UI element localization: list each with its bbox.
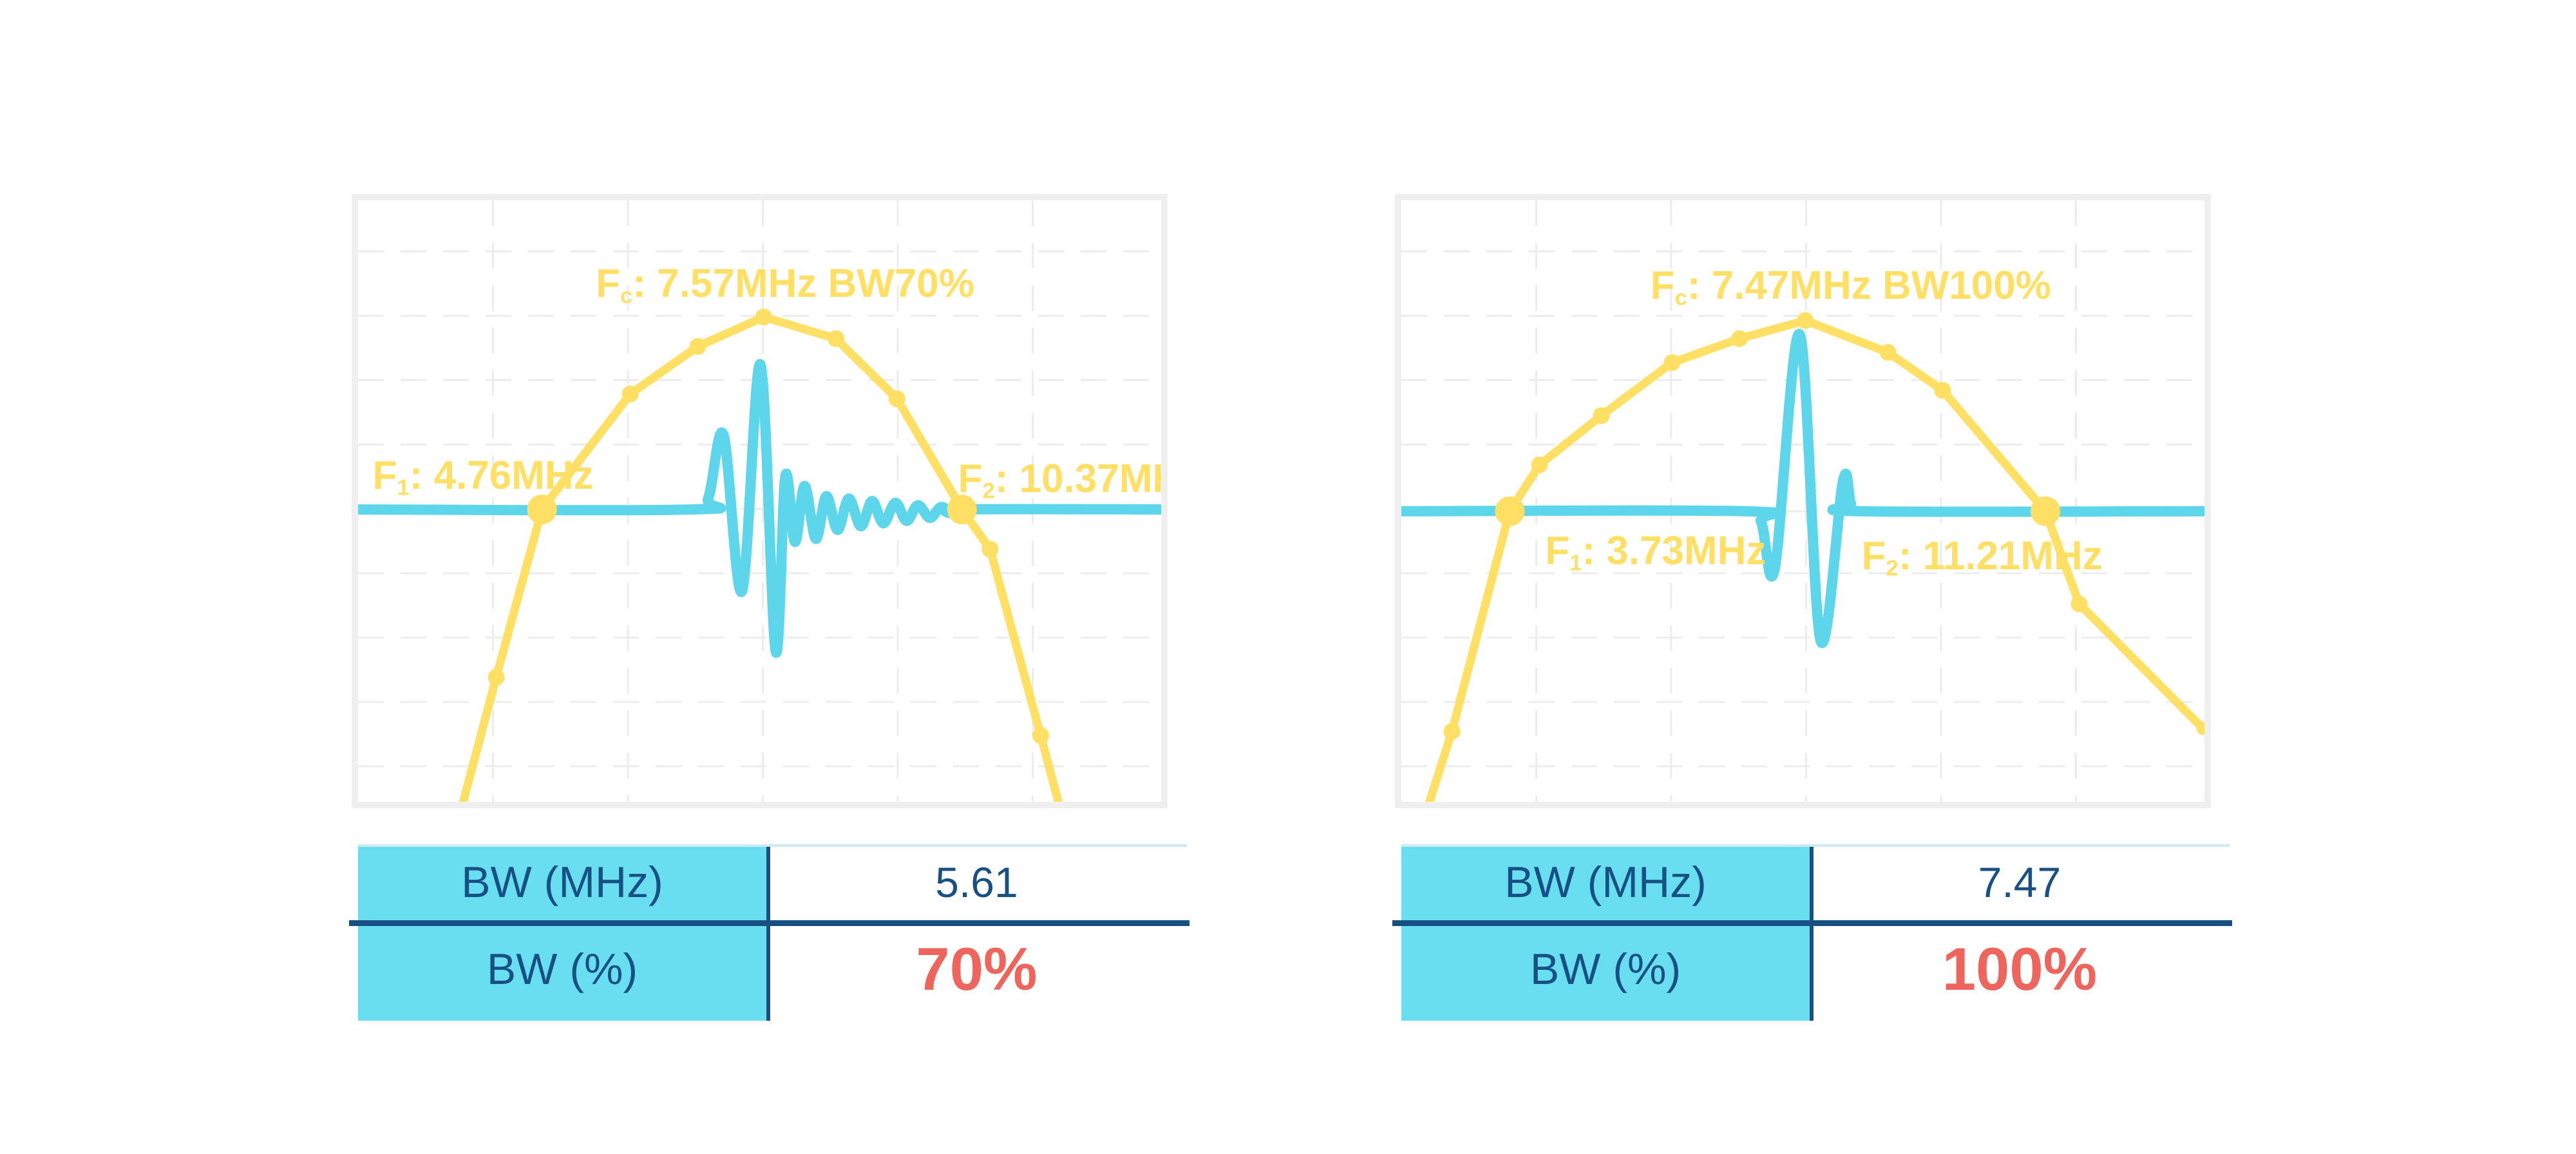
table-row: BW (MHz) 5.61 — [358, 847, 1187, 918]
f2-prefix: F — [958, 456, 983, 501]
table-grid: BW (MHz) 7.47 BW (%) 100% — [1392, 847, 2232, 1021]
table-top-rule — [358, 844, 1187, 847]
f1-subscript: 1 — [397, 475, 410, 500]
bw-pct-value-cell: 70% — [766, 918, 1187, 1021]
bw-pct-label-cell: BW (%) — [358, 918, 766, 1021]
table-row: BW (MHz) 7.47 — [1401, 847, 2230, 918]
fc-value-text: : 7.47MHz BW100% — [1687, 263, 2051, 308]
bw-pct-label-cell: BW (%) — [1401, 918, 1810, 1021]
fc-value-text: : 7.57MHz BW70% — [632, 261, 974, 306]
table-row: BW (%) 70% — [358, 918, 1187, 1021]
fc-prefix: F — [1650, 263, 1675, 308]
spectrum-plot-bw70 — [358, 200, 1161, 802]
label-f2-bw70: F2: 10.37MHz — [958, 459, 1162, 502]
bw-pct-value-cell: 100% — [1810, 918, 2230, 1021]
label-f1-bw100: F1: 3.73MHz — [1545, 531, 1766, 574]
f2-subscript: 2 — [1886, 556, 1899, 581]
fc-prefix: F — [596, 261, 620, 306]
label-fc-bw100: Fc: 7.47MHz BW100% — [1650, 263, 2051, 310]
bw-table-70: BW (MHz) 5.61 BW (%) 70% — [349, 844, 1189, 1021]
f2-prefix: F — [1861, 534, 1886, 579]
f1-prefix: F — [1545, 528, 1570, 573]
fc-subscript: c — [1674, 285, 1687, 310]
f2-value-text: : 10.37MHz — [994, 456, 1161, 501]
f1-value-text: : 4.76MHz — [409, 453, 594, 498]
table-divider-vertical — [1810, 847, 1814, 1021]
table-row: BW (%) 100% — [1401, 918, 2230, 1021]
table-divider-vertical — [766, 847, 770, 1021]
bw-mhz-label-cell: BW (MHz) — [358, 847, 766, 918]
f2-subscript: 2 — [982, 478, 995, 504]
label-f2-bw100: F2: 11.21MHz — [1862, 536, 2103, 580]
f1-subscript: 1 — [1569, 551, 1582, 576]
fc-subscript: c — [620, 283, 633, 308]
f2-value-text: : 11.21MHz — [1898, 534, 2103, 579]
table-grid: BW (MHz) 5.61 BW (%) 70% — [349, 847, 1189, 1021]
f1-value-text: : 3.73MHz — [1582, 528, 1766, 573]
chart-frame-bw100: Fc: 7.47MHz BW100% F1: 3.73MHz F2: 11.21… — [1395, 194, 2211, 808]
f1-prefix: F — [372, 453, 397, 498]
label-f1-bw70: F1: 4.76MHz — [372, 453, 594, 500]
spectrum-plot-bw100 — [1401, 200, 2204, 802]
bw-mhz-value-cell: 5.61 — [766, 847, 1187, 918]
bw-mhz-value-cell: 7.47 — [1810, 847, 2230, 918]
table-top-rule — [1401, 844, 2230, 847]
chart-bw70: Fc: 7.57MHz BW70% F1: 4.76MHz F2: 10.37M… — [358, 200, 1161, 802]
bw-mhz-label-cell: BW (MHz) — [1401, 847, 1810, 918]
chart-bw100: Fc: 7.47MHz BW100% F1: 3.73MHz F2: 11.21… — [1401, 200, 2204, 802]
bw-table-100: BW (MHz) 7.47 BW (%) 100% — [1392, 844, 2232, 1021]
chart-frame-bw70: Fc: 7.57MHz BW70% F1: 4.76MHz F2: 10.37M… — [352, 194, 1168, 808]
label-fc-bw70: Fc: 7.57MHz BW70% — [596, 261, 974, 308]
